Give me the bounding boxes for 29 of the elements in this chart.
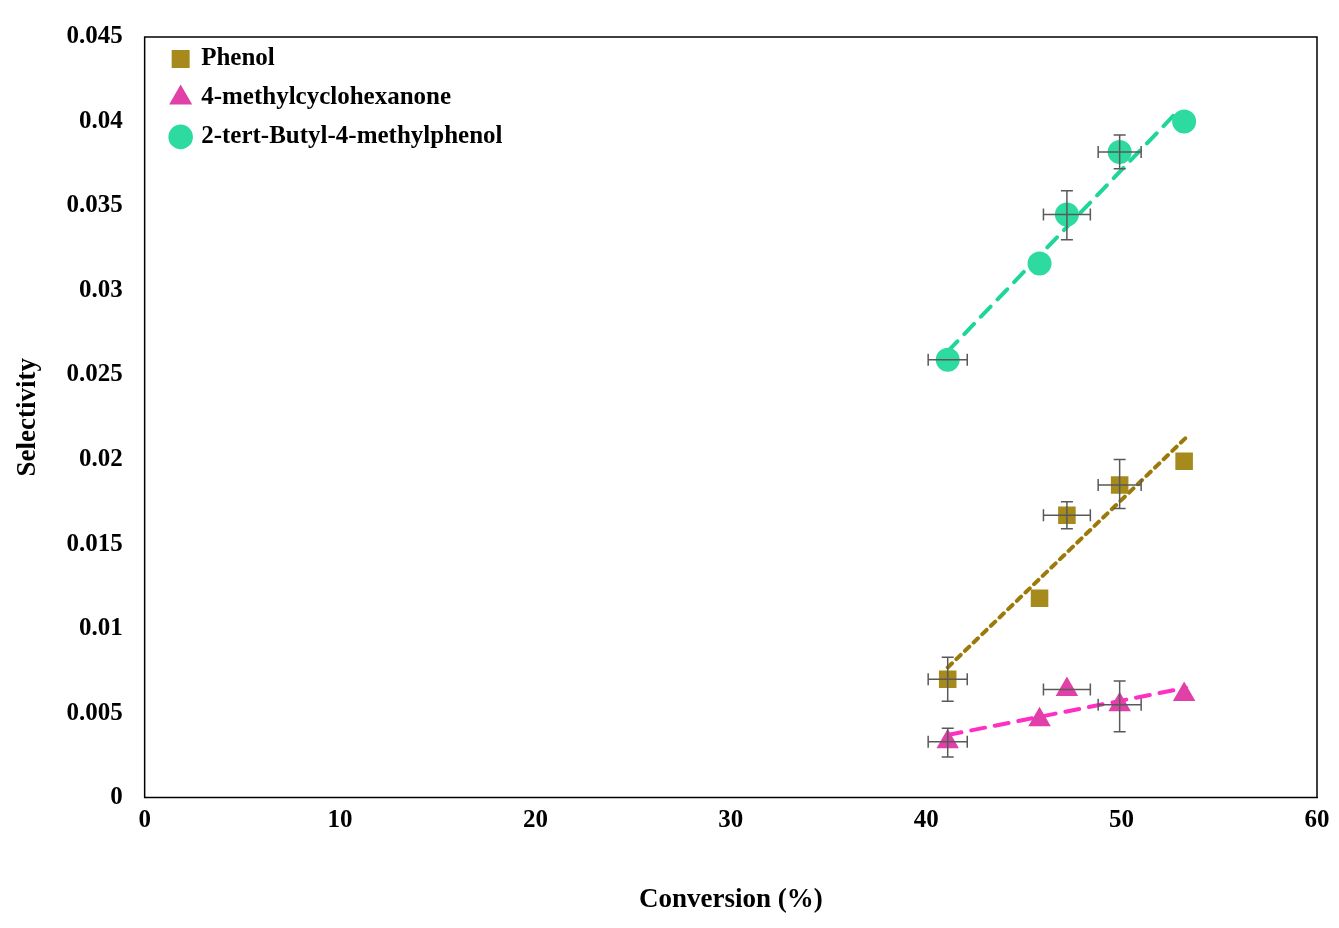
x-axis-title: Conversion (%)	[638, 882, 823, 913]
point	[1056, 677, 1078, 696]
point	[1172, 109, 1197, 134]
y-tick-label: 0.025	[66, 359, 123, 387]
point	[1173, 682, 1195, 701]
x-tick-label: 0	[138, 805, 151, 833]
x-tick-label: 20	[522, 805, 548, 833]
y-tick-label: 0.03	[78, 274, 123, 302]
y-tick-label: 0.04	[78, 105, 124, 133]
x-tick-label: 30	[718, 805, 744, 833]
point	[1029, 707, 1051, 727]
y-tick-label: 0.045	[66, 21, 123, 49]
point	[1175, 452, 1193, 471]
y-tick-label: 0.01	[78, 613, 123, 641]
x-tick-label: 40	[913, 805, 939, 833]
y-axis-title: Selectivity	[11, 357, 42, 477]
y-tick-label: 0.015	[66, 528, 123, 556]
x-tick-label: 60	[1304, 805, 1330, 833]
y-tick-label: 0.02	[78, 444, 123, 472]
point	[1030, 589, 1049, 607]
legend-label: Phenol	[201, 43, 275, 71]
y-tick-label: 0.035	[66, 190, 123, 218]
legend-label: 4-methylcyclohexanone	[201, 82, 452, 110]
y-tick-label: 0.005	[66, 697, 123, 725]
x-tick-label: 10	[327, 805, 353, 833]
y-tick-label: 0	[110, 782, 123, 810]
x-tick-label: 50	[1109, 805, 1135, 833]
point	[1027, 251, 1052, 276]
legend-label: 2-tert-Butyl-4-methylphenol	[201, 121, 503, 149]
